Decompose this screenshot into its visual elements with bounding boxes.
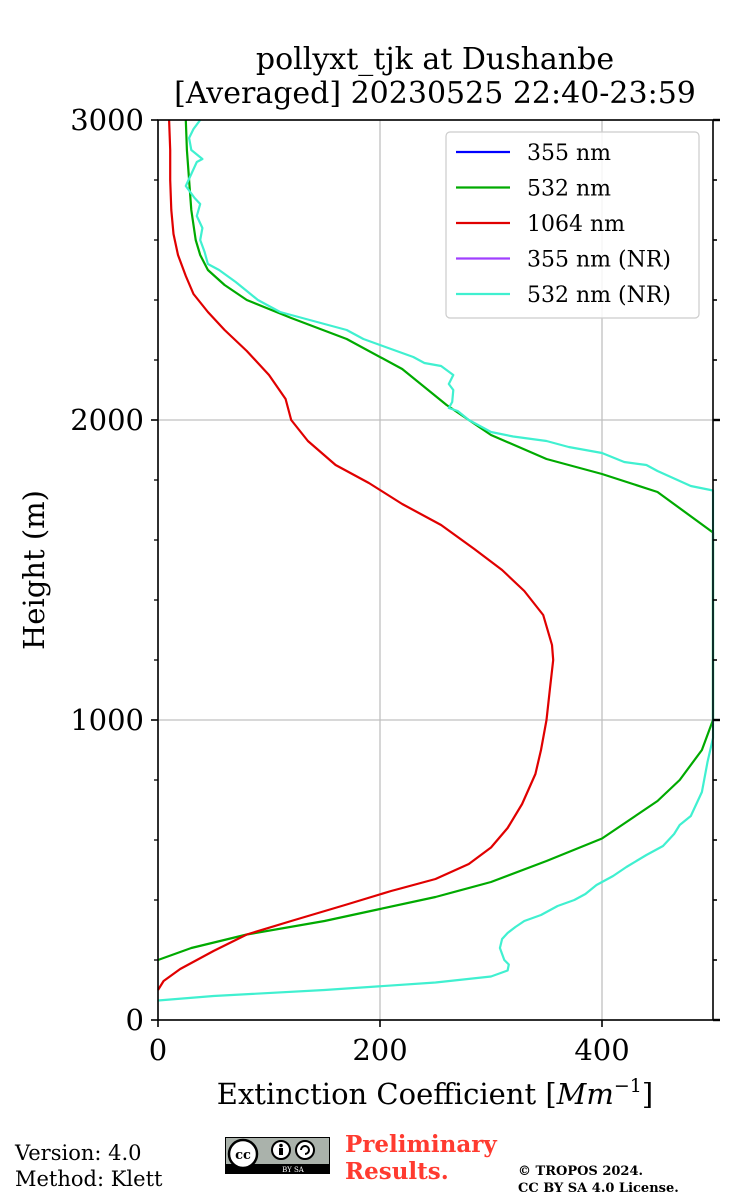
cc-license-badge: cc BY SA <box>225 1137 330 1174</box>
series-line <box>157 119 715 1002</box>
copyright-line2: CC BY SA 4.0 License. <box>518 1181 679 1196</box>
copyright-line1: © TROPOS 2024. <box>518 1164 644 1179</box>
x-axis-unit: Mm <box>556 1077 614 1111</box>
svg-text:cc: cc <box>235 1148 251 1163</box>
cc-icon <box>227 1138 259 1170</box>
x-tick-label: 200 <box>352 1033 407 1067</box>
y-tick-label: 2000 <box>70 403 144 437</box>
preliminary-line1: Preliminary <box>345 1131 497 1158</box>
version-text: Version: 4.0 <box>15 1141 142 1165</box>
y-axis-label: Height (m) <box>17 490 51 650</box>
legend-items: 355 nm 532 nm 1064 nm 355 nm (NR) 532 nm (NR… <box>456 141 671 308</box>
series-line <box>157 119 715 962</box>
license-badge-text: BY SA <box>282 1166 305 1174</box>
extinction-chart: 0 200 400 0 1000 2000 3000 Extinction Coeffici… <box>17 103 720 1111</box>
legend: 355 nm 532 nm 1064 nm 355 nm (NR) 532 nm (NR… <box>445 131 700 319</box>
legend-label: 532 nm <box>527 177 611 202</box>
y-tick-label: 3000 <box>70 103 144 137</box>
legend-label: 532 nm (NR) <box>527 283 671 308</box>
y-tick-label: 0 <box>126 1003 144 1037</box>
series-line <box>157 119 555 991</box>
x-axis-unit-exponent: −1 <box>614 1075 642 1097</box>
method-text: Method: Klett <box>15 1167 163 1191</box>
y-tick-label: 1000 <box>70 703 144 737</box>
legend-label: 355 nm <box>527 141 611 166</box>
preliminary-line2: Results. <box>345 1158 449 1185</box>
series-lines <box>157 119 715 1002</box>
legend-box <box>445 131 700 319</box>
legend-label: 1064 nm <box>527 212 625 237</box>
x-axis-label-end: ] <box>642 1077 653 1111</box>
x-axis-label: Extinction Coefficient [Mm−1] <box>217 1075 653 1111</box>
x-tick-label: 400 <box>574 1033 629 1067</box>
chart-title-line1: pollyxt_tjk at Dushanbe <box>255 42 615 77</box>
legend-label: 355 nm (NR) <box>527 248 671 273</box>
chart-title-line2: [Averaged] 20230525 22:40-23:59 <box>174 76 696 111</box>
plot-frame <box>157 119 714 1021</box>
axis-ticks: 0 200 400 0 1000 2000 3000 <box>70 103 720 1067</box>
x-axis-label-text: Extinction Coefficient [ <box>217 1077 557 1111</box>
x-tick-label: 0 <box>149 1033 167 1067</box>
sa-icon <box>295 1140 315 1160</box>
